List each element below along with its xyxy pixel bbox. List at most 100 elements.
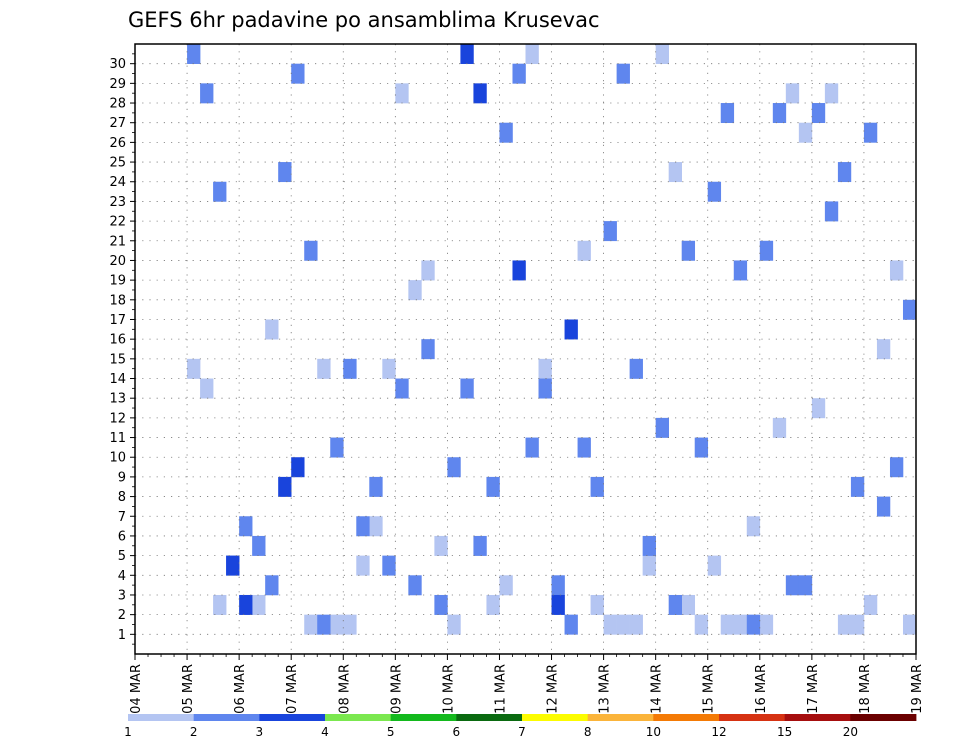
heatmap-cell (694, 614, 709, 635)
heatmap-cell (239, 516, 253, 537)
heatmap-cell (668, 594, 682, 615)
x-tick-label: 11 MAR (493, 664, 508, 714)
heatmap-cell (629, 358, 643, 379)
y-tick-label: 10 (109, 451, 126, 466)
heatmap-cell (213, 594, 227, 615)
legend-swatch (653, 714, 720, 721)
y-tick-label: 20 (109, 254, 126, 269)
heatmap-cell (265, 575, 279, 596)
heatmap-cell (499, 122, 513, 143)
legend-label: 1 (124, 725, 132, 739)
legend-label: 15 (777, 725, 792, 739)
heatmap-cell (577, 437, 591, 458)
heatmap-cell (590, 594, 604, 615)
heatmap-cell (538, 358, 552, 379)
y-tick-label: 18 (109, 293, 126, 308)
heatmap-cell (304, 614, 318, 635)
heatmap-cell (837, 614, 852, 635)
heatmap-cell (798, 122, 813, 143)
x-tick-label: 15 MAR (702, 664, 717, 714)
heatmap-cell (655, 417, 669, 438)
x-tick-label: 04 MAR (129, 664, 144, 714)
x-axis: 04 MAR 05 MAR 06 MAR 07 MAR 08 MAR 09 MAR 10 M… (129, 654, 925, 714)
heatmap-cell (746, 614, 761, 635)
heatmap-cell (356, 555, 370, 576)
heatmap-cell (356, 516, 370, 537)
legend-swatch (259, 714, 326, 721)
heatmap-cell (863, 122, 878, 143)
heatmap-cell (707, 181, 722, 202)
legend-label: 2 (190, 725, 198, 739)
x-tick-label: 18 MAR (858, 664, 873, 714)
heatmap-cell (811, 103, 826, 124)
heatmap-cell (213, 181, 227, 202)
y-tick-label: 29 (109, 77, 126, 92)
legend-swatch (850, 714, 917, 721)
y-tick-label: 21 (109, 234, 126, 249)
heatmap-cell (772, 103, 787, 124)
heatmap-cell (694, 437, 709, 458)
heatmap-cell (395, 378, 409, 399)
heatmap-cell (564, 319, 578, 340)
heatmap-cell (382, 358, 396, 379)
y-tick-label: 1 (118, 628, 126, 643)
heatmap-cell (798, 575, 813, 596)
y-tick-label: 11 (109, 431, 126, 446)
legend-swatch (587, 714, 654, 721)
legend-label: 7 (518, 725, 526, 739)
heatmap-cell (525, 437, 539, 458)
heatmap-cells (187, 44, 917, 635)
heatmap-cell (551, 575, 565, 596)
heatmap-cell (369, 476, 383, 497)
heatmap-cell (642, 535, 656, 556)
heatmap-cell (434, 594, 448, 615)
y-tick-label: 17 (109, 313, 126, 328)
x-tick-label: 17 MAR (806, 664, 821, 714)
legend-swatch (325, 714, 392, 721)
y-tick-label: 6 (118, 529, 126, 544)
heatmap-cell (395, 83, 409, 104)
heatmap-cell (837, 162, 852, 183)
legend-swatch (719, 714, 786, 721)
legend-label: 10 (646, 725, 661, 739)
y-tick-label: 24 (109, 175, 126, 190)
heatmap-cell (512, 260, 526, 281)
x-tick-label: 05 MAR (181, 664, 196, 714)
heatmap-cell (473, 83, 487, 104)
heatmap-cell (486, 476, 500, 497)
heatmap-cell (733, 260, 748, 281)
heatmap-cell (902, 614, 917, 635)
heatmap-cell (876, 339, 891, 360)
heatmap-cell (460, 44, 474, 64)
y-tick-label: 30 (109, 57, 126, 72)
heatmap-cell (720, 103, 735, 124)
heatmap-cell (720, 614, 735, 635)
heatmap-cell (343, 614, 357, 635)
legend-swatch (193, 714, 260, 721)
heatmap-cell (525, 44, 539, 64)
heatmap-cell (629, 614, 643, 635)
y-tick-label: 7 (118, 510, 126, 525)
y-tick-label: 13 (109, 392, 126, 407)
legend-label: 20 (843, 725, 858, 739)
heatmap-cell (824, 83, 839, 104)
heatmap-cell (200, 83, 214, 104)
heatmap-cell (434, 535, 448, 556)
heatmap-cell (824, 201, 839, 222)
heatmap-cell (291, 63, 305, 84)
x-tick-label: 13 MAR (598, 664, 613, 714)
chart-title: GEFS 6hr padavine po ansamblima Krusevac (128, 8, 600, 32)
heatmap-cell (200, 378, 214, 399)
y-tick-label: 9 (118, 470, 126, 485)
y-tick-label: 5 (118, 549, 126, 564)
heatmap-cell (421, 260, 435, 281)
legend-swatch (390, 714, 457, 721)
heatmap-cell (408, 575, 422, 596)
heatmap-cell (681, 594, 696, 615)
heatmap-cell (187, 358, 201, 379)
y-tick-label: 2 (118, 608, 126, 623)
heatmap-cell (512, 63, 526, 84)
y-tick-label: 15 (109, 352, 126, 367)
y-tick-label: 12 (109, 411, 126, 426)
legend-label: 4 (321, 725, 329, 739)
